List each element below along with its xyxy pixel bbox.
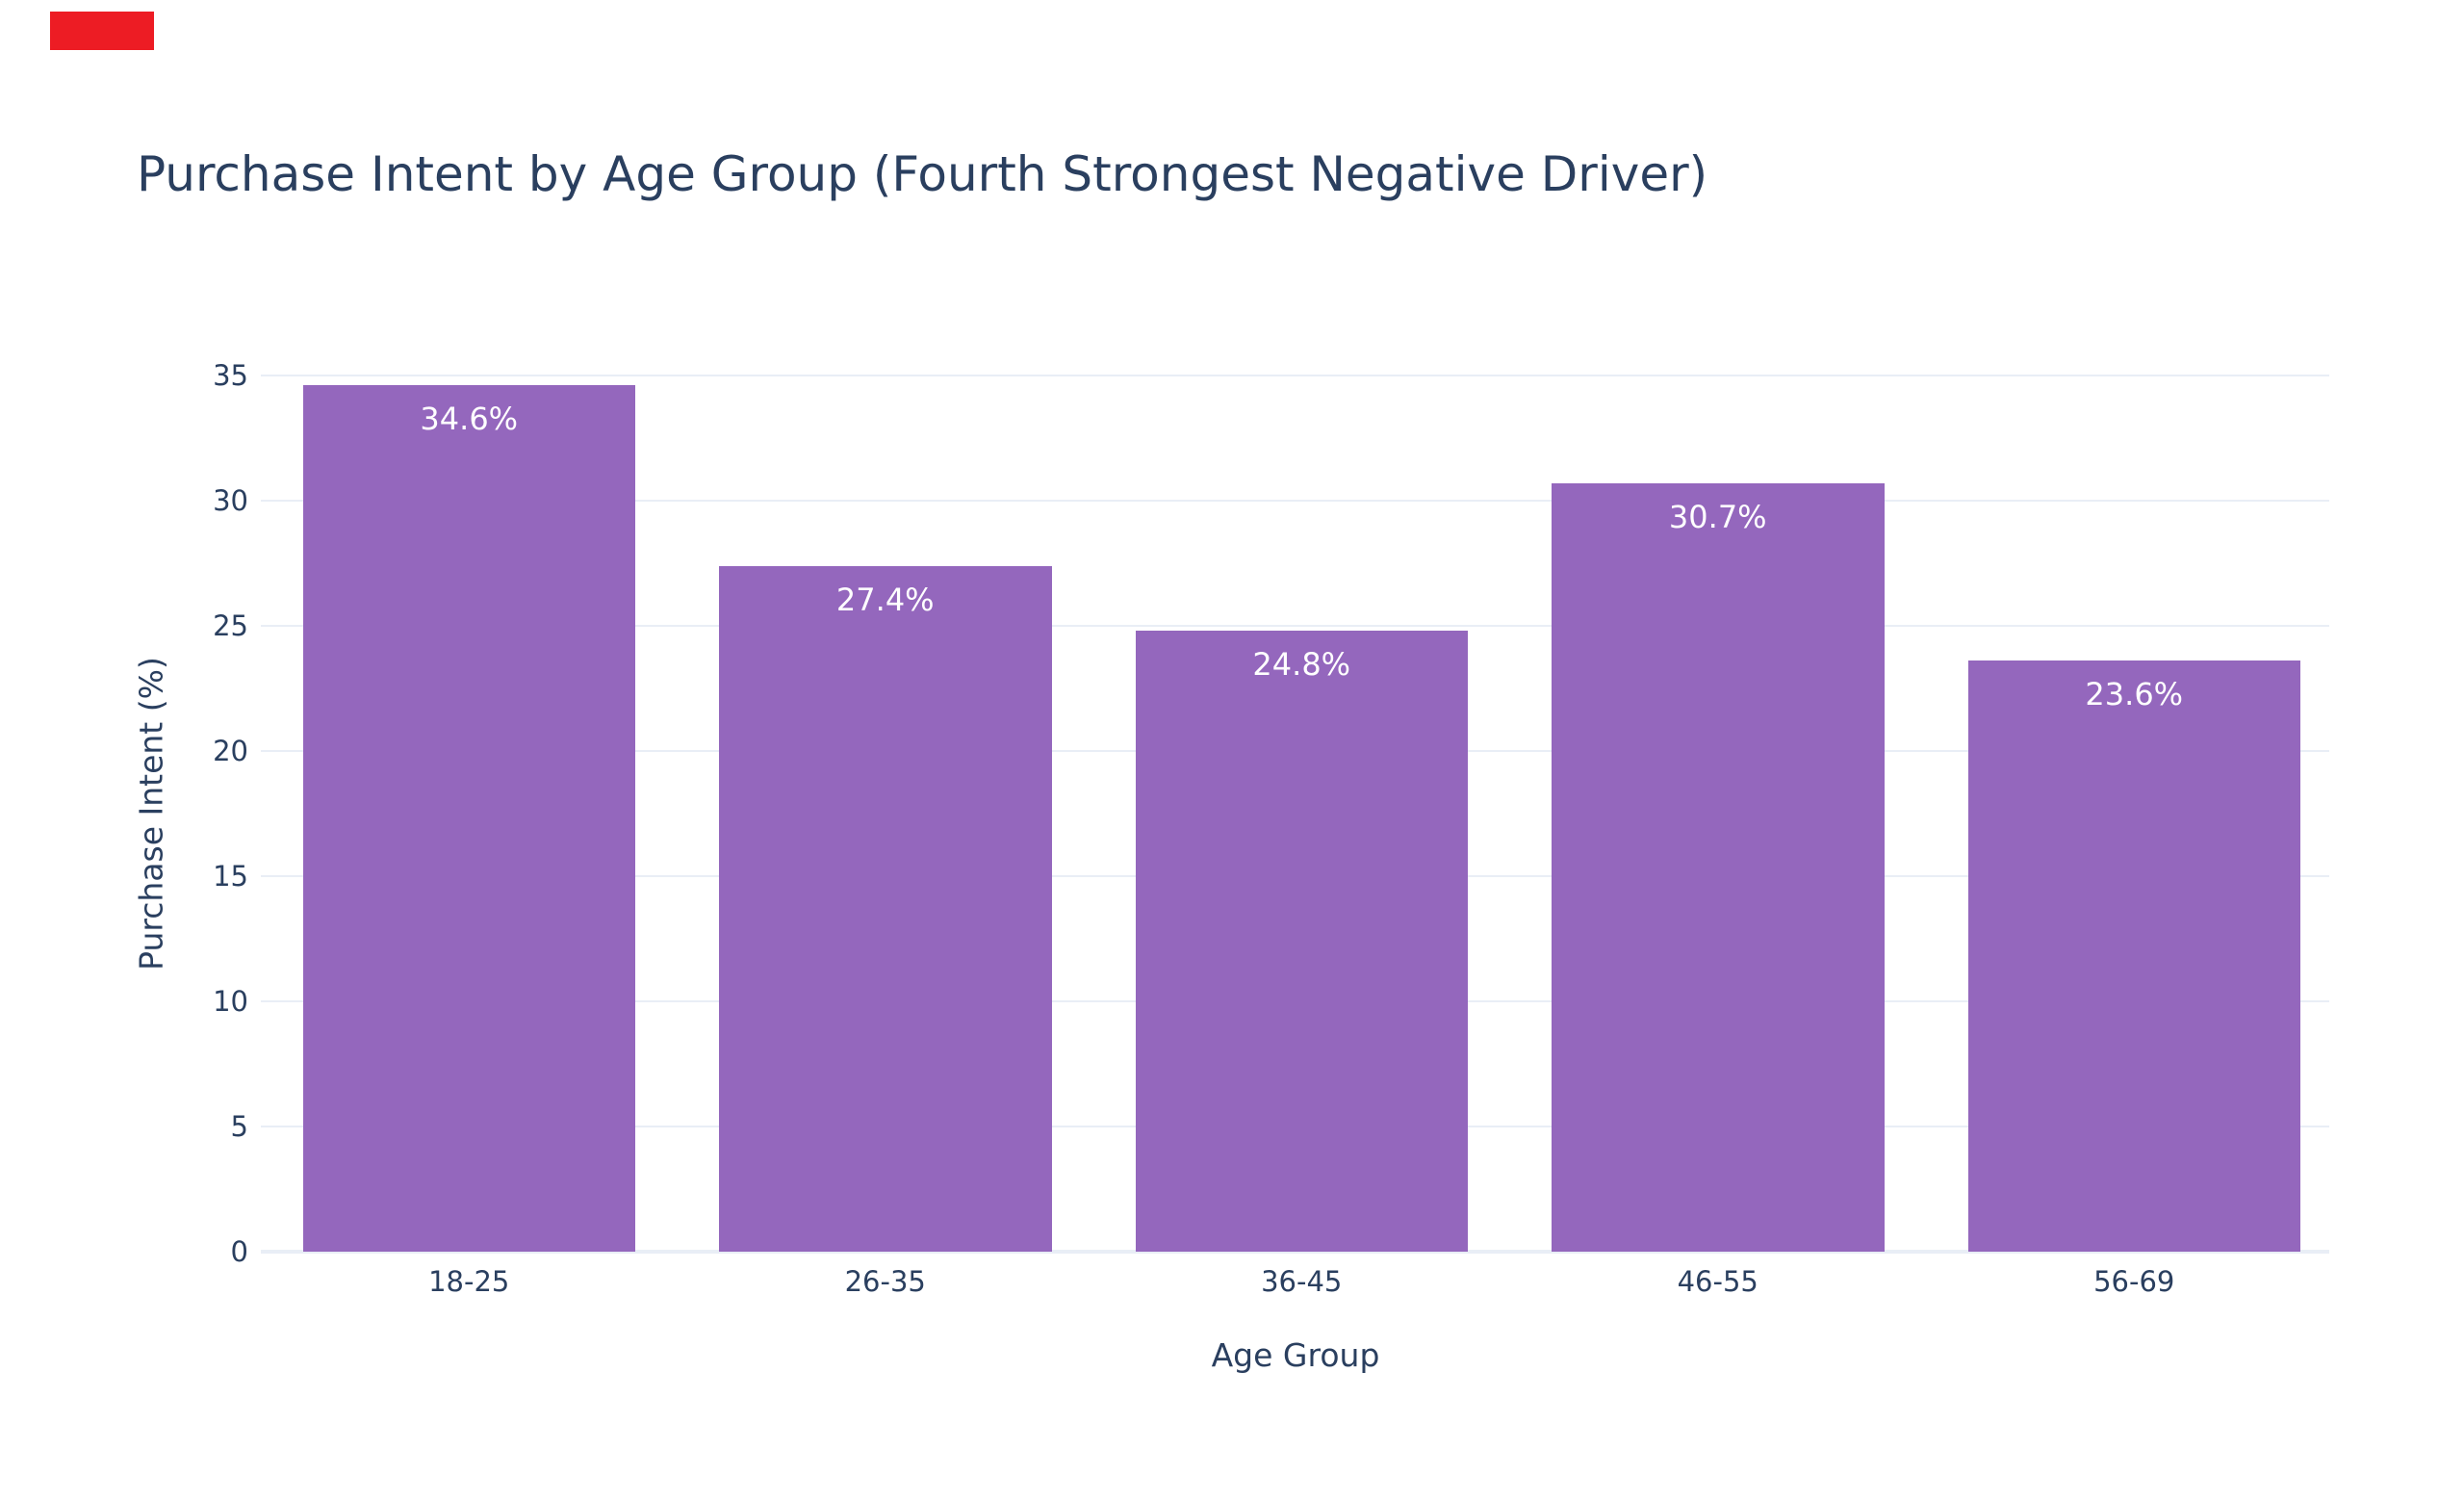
bar-26-35[interactable]: 27.4% <box>719 565 1052 1252</box>
bar-18-25[interactable]: 34.6% <box>302 385 635 1252</box>
y-tick-label: 10 <box>213 985 248 1018</box>
bar-36-45[interactable]: 24.8% <box>1135 631 1468 1252</box>
zero-line <box>261 1250 2329 1254</box>
x-tick-label: 56-69 <box>2093 1265 2175 1298</box>
gridline <box>261 625 2329 627</box>
x-axis-title: Age Group <box>1211 1336 1380 1374</box>
x-tick-label: 26-35 <box>844 1265 926 1298</box>
y-tick-label: 30 <box>213 484 248 517</box>
y-axis-title: Purchase Intent (%) <box>132 657 170 971</box>
y-tick-label: 15 <box>213 860 248 893</box>
red-marker <box>50 12 154 50</box>
y-tick-label: 0 <box>230 1235 248 1268</box>
y-tick-label: 5 <box>230 1110 248 1143</box>
x-tick-label: 18-25 <box>428 1265 510 1298</box>
bar-value-label: 34.6% <box>420 401 519 438</box>
bar-56-69[interactable]: 23.6% <box>1967 660 2300 1252</box>
y-tick-label: 25 <box>213 609 248 642</box>
gridline <box>261 375 2329 376</box>
gridline <box>261 500 2329 502</box>
chart-title: Purchase Intent by Age Group (Fourth Str… <box>137 146 1708 202</box>
x-tick-label: 46-55 <box>1677 1265 1758 1298</box>
x-tick-label: 36-45 <box>1261 1265 1343 1298</box>
bar-value-label: 30.7% <box>1668 498 1767 535</box>
y-tick-label: 35 <box>213 359 248 392</box>
y-tick-label: 20 <box>213 735 248 767</box>
bar-value-label: 27.4% <box>835 581 935 618</box>
bar-46-55[interactable]: 30.7% <box>1552 482 1885 1252</box>
bar-value-label: 24.8% <box>1252 646 1351 684</box>
bar-value-label: 23.6% <box>2085 676 2184 713</box>
